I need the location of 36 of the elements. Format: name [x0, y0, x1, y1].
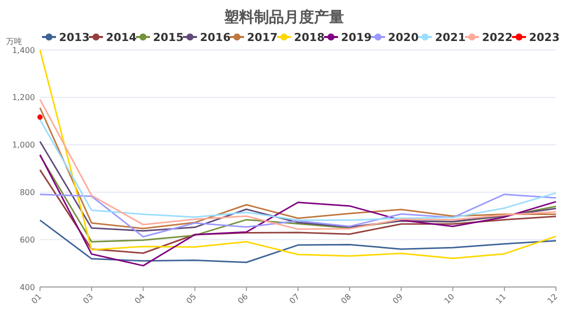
y-tick-label: 1,200 — [12, 93, 35, 102]
x-tick-label: 09 — [391, 292, 405, 306]
legend-label: 2019 — [341, 30, 372, 44]
line-series — [39, 49, 557, 260]
legend-label: 2013 — [59, 30, 90, 44]
legend-label: 2020 — [388, 30, 419, 44]
line-series — [39, 140, 557, 232]
legend-label: 2014 — [106, 30, 137, 44]
x-tick-label: 03 — [81, 292, 95, 306]
y-tick-label: 1,000 — [12, 140, 35, 150]
legend-label: 2023 — [529, 30, 560, 44]
chart-title: 塑料制品月度产量 — [223, 8, 344, 26]
x-tick-label: 12 — [546, 292, 560, 306]
legend-label: 2021 — [435, 30, 466, 44]
x-tick-label: 01 — [30, 292, 44, 306]
x-tick-label: 07 — [288, 292, 302, 306]
line-series — [39, 169, 557, 254]
x-tick-label: 08 — [339, 292, 353, 306]
y-tick-label: 800 — [20, 188, 35, 197]
line-series — [39, 194, 557, 238]
y-axis-title: 万吨 — [6, 37, 22, 46]
legend-label: 2015 — [153, 30, 184, 44]
y-tick-label: 400 — [20, 282, 35, 292]
line-series — [39, 219, 557, 264]
y-tick-label: 1,400 — [12, 46, 35, 55]
x-tick-label: 10 — [442, 292, 456, 306]
legend-label: 2022 — [482, 30, 513, 44]
x-tick-label: 11 — [494, 292, 508, 306]
x-tick-label: 06 — [236, 292, 250, 306]
line-series — [39, 154, 557, 266]
legend-label: 2016 — [200, 30, 231, 44]
legend-label: 2018 — [294, 30, 325, 44]
legend-label: 2017 — [247, 30, 278, 44]
y-tick-label: 600 — [20, 235, 35, 244]
x-tick-label: 05 — [184, 292, 198, 306]
x-tick-label: 04 — [133, 292, 147, 306]
